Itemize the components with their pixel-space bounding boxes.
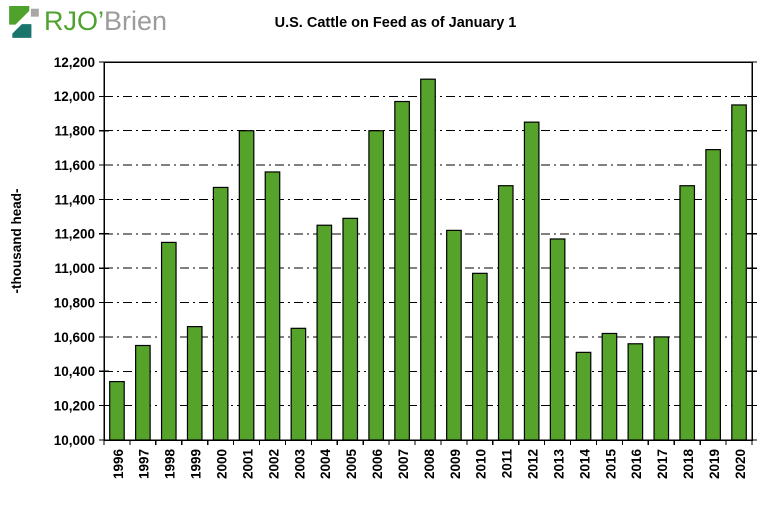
x-tick-label-2000: 2000 <box>214 449 229 479</box>
bar-2006 <box>368 130 385 441</box>
bar-2012 <box>523 121 540 441</box>
bar-2015 <box>601 332 618 441</box>
bar-1997 <box>135 344 151 441</box>
bar-2019 <box>705 149 721 441</box>
bar-2017 <box>653 336 670 441</box>
bar-2005 <box>342 217 359 441</box>
x-tick-label-2016: 2016 <box>629 449 644 480</box>
bar-2007 <box>394 100 410 441</box>
x-tick-label-2008: 2008 <box>422 449 437 480</box>
x-tick-label-2013: 2013 <box>551 449 566 480</box>
bar-2004 <box>316 224 333 441</box>
x-tick-label-2018: 2018 <box>681 449 696 480</box>
rjobrien-logo: RJO’Brien <box>8 5 167 40</box>
bar-2016 <box>627 343 644 441</box>
y-tick-label-11400: 11,400 <box>54 192 95 207</box>
y-axis-title: -thousand head- <box>9 189 24 294</box>
bar-2010 <box>471 272 488 441</box>
x-tick-label-2006: 2006 <box>370 449 385 480</box>
plot-border <box>103 61 753 441</box>
bar-2000 <box>212 186 229 441</box>
bar-2014 <box>575 351 592 441</box>
chart-title: U.S. Cattle on Feed as of January 1 <box>274 15 517 31</box>
y-tick-label-10200: 10,200 <box>54 398 95 413</box>
x-tick-label-2019: 2019 <box>707 449 722 479</box>
bar-1996 <box>109 380 125 441</box>
y-tick-label-10600: 10,600 <box>54 330 95 345</box>
bar-2003 <box>290 327 307 441</box>
x-tick-label-1999: 1999 <box>189 449 204 479</box>
x-tick-label-1998: 1998 <box>163 449 178 480</box>
x-tick-label-2015: 2015 <box>603 449 618 480</box>
bar-2009 <box>446 229 462 441</box>
bar-1999 <box>186 326 203 441</box>
bar-2008 <box>420 78 436 441</box>
logo-text-green: RJO’ <box>44 6 104 36</box>
rjobrien-logo-icon <box>9 6 39 38</box>
y-tick-label-10000: 10,000 <box>54 433 95 448</box>
x-tick-label-2003: 2003 <box>292 449 307 480</box>
y-tick-label-11800: 11,800 <box>54 124 95 139</box>
bar-2018 <box>679 185 696 441</box>
bar-2020 <box>731 104 747 441</box>
x-tick-label-2007: 2007 <box>396 449 411 479</box>
y-tick-label-12000: 12,000 <box>54 89 95 104</box>
bar-2011 <box>497 185 514 441</box>
y-tick-label-12200: 12,200 <box>54 55 95 70</box>
y-tick-label-11000: 11,000 <box>54 261 95 276</box>
x-tick-label-1997: 1997 <box>137 449 152 479</box>
x-tick-label-2020: 2020 <box>733 449 748 479</box>
y-tick-label-10400: 10,400 <box>54 364 95 379</box>
bar-2002 <box>264 171 281 441</box>
y-tick-label-11600: 11,600 <box>54 158 95 173</box>
bar-1998 <box>160 241 177 441</box>
x-tick-label-2005: 2005 <box>344 449 359 480</box>
x-tick-label-2002: 2002 <box>266 449 281 479</box>
y-tick-label-11200: 11,200 <box>54 227 95 242</box>
x-tick-label-2017: 2017 <box>655 449 670 479</box>
rjobrien-logo-text: RJO’Brien <box>44 5 167 38</box>
x-tick-label-2011: 2011 <box>500 449 515 479</box>
x-tick-label-2009: 2009 <box>448 449 463 479</box>
x-tick-label-2014: 2014 <box>577 449 592 480</box>
bar-2013 <box>549 238 566 441</box>
x-tick-label-2001: 2001 <box>240 449 255 480</box>
x-tick-label-2004: 2004 <box>318 449 333 480</box>
x-tick-label-1996: 1996 <box>111 449 126 480</box>
x-tick-label-2012: 2012 <box>526 449 541 479</box>
logo-text-gray: Brien <box>104 6 168 36</box>
bar-2001 <box>238 130 255 441</box>
y-tick-label-10800: 10,800 <box>54 295 95 310</box>
x-tick-label-2010: 2010 <box>474 449 489 479</box>
